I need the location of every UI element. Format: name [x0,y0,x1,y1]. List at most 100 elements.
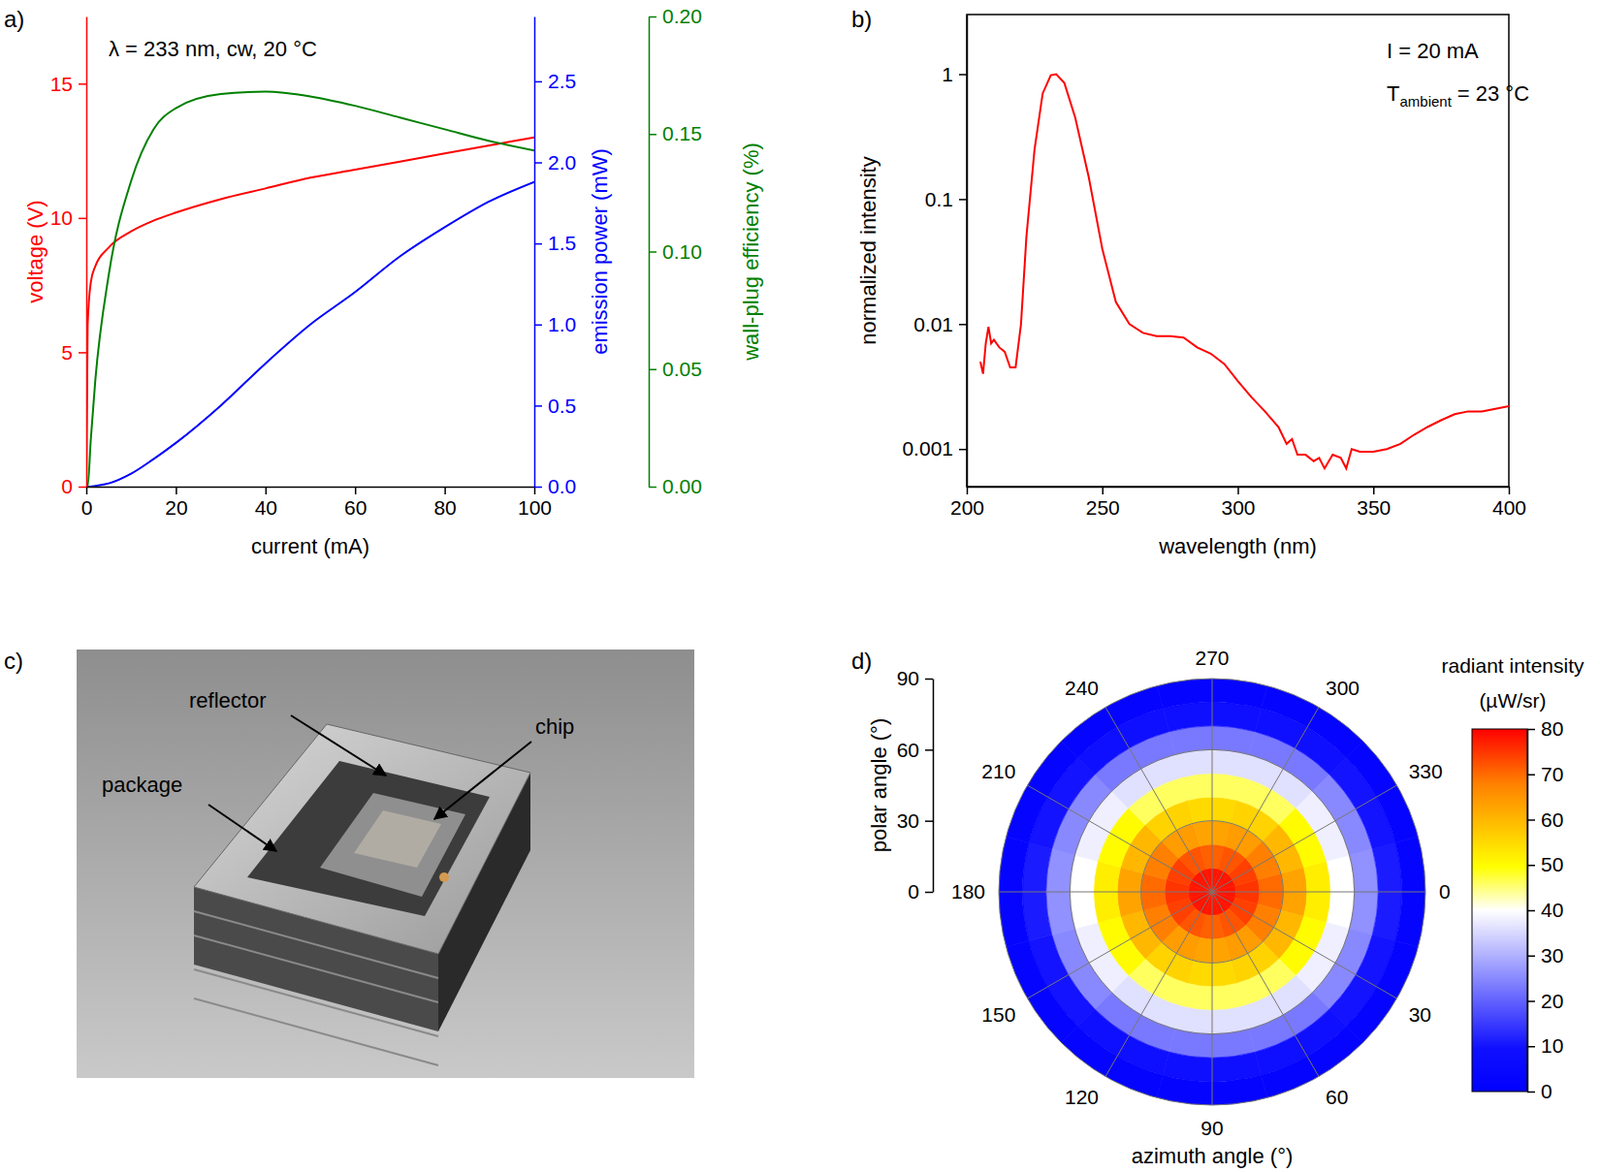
tick-mark [959,73,967,76]
tick-mark [1527,864,1536,867]
tick-mark [534,161,543,164]
tick-label: 0.05 [662,357,703,381]
tick-label: 60 [1325,1086,1348,1109]
tick-label: 0.00 [662,475,703,498]
tick: 350 [1356,486,1391,519]
x-axis-title: azimuth angle (°) [1131,1144,1294,1169]
tick: 20 [164,486,188,519]
tick: 50 [1527,853,1564,876]
tick-label: 300 [1325,676,1360,700]
package-layer [193,998,439,1066]
panel-c: c)reflectorchippackage [3,647,695,1079]
tick-label: 80 [433,496,456,519]
tick-label: 330 [1408,760,1443,783]
tick-label: 40 [1540,898,1564,922]
tick-mark [648,16,657,19]
tick: 60 [1527,808,1564,832]
tick-label: 90 [1200,1117,1223,1140]
package-top [193,724,531,955]
plot-area [980,74,1509,470]
figure: a)0204060801000510150.00.51.01.52.02.50.… [0,0,1600,1172]
tick: 1 [941,63,967,86]
tick-mark [648,133,657,136]
package-layer [193,935,439,1003]
tick: 40 [1527,898,1564,922]
tick-mark [1527,1046,1536,1049]
tick-label: 0 [1540,1080,1553,1103]
tick-label: 5 [61,341,73,364]
tick-mark [78,218,87,221]
tick-label: 30 [1540,944,1564,967]
axis-line [534,17,537,488]
grid-spoke [1212,892,1214,1106]
package-cavity [247,761,490,917]
grid-spoke [1212,892,1398,999]
tick-mark [78,486,87,489]
panel-label: a) [3,5,25,32]
tick-label: 0.01 [913,313,954,336]
axis: 051015 [50,17,88,499]
tick-label: 0.0 [547,475,576,498]
tick: 90 [896,667,933,690]
tick-label: 60 [344,496,367,519]
tick-label: 0.10 [662,240,703,263]
tick: 300 [1220,486,1255,519]
tick-label: 350 [1356,496,1391,519]
tick-mark [925,749,933,752]
tick: 250 [1086,486,1120,519]
annotation: λ = 233 nm, cw, 20 °C [108,36,318,62]
tick-label: 240 [1064,676,1099,700]
panel-d: d)03060901201501802102402703003300306090… [851,646,1585,1169]
annotation-text: = 23 °C [1457,81,1530,106]
photo-label: package [101,772,183,798]
x-axis-title: current (mA) [251,534,370,559]
tick-label: 0 [81,496,94,519]
tick: 200 [950,486,985,519]
colorbar-unit: (µW/sr) [1478,689,1546,712]
tick: 60 [344,486,367,519]
bond-pad [439,872,449,883]
tick-mark [444,486,447,495]
grid-circle [998,678,1426,1106]
reflector [320,793,466,897]
tick-label: 20 [1540,990,1564,1013]
tick-label: 270 [1194,646,1229,670]
annotation-text: T [1386,81,1400,106]
heatmap-cell [1005,740,1078,843]
tick: 0 [1527,1080,1553,1103]
tick: 20 [1527,990,1564,1013]
tick-mark [78,83,87,86]
tick-mark [959,323,967,326]
tick: 1.5 [534,231,576,255]
tick: 70 [1527,763,1564,786]
annotation-text: I = 20 mA [1386,38,1479,64]
grid-spoke [998,892,1213,894]
label-arrow [290,715,386,776]
tick: 2.0 [534,151,576,174]
tick-mark [966,486,969,495]
tick-label: 210 [981,760,1016,783]
panel-a: a)0204060801000510150.00.51.01.52.02.50.… [3,4,764,559]
panel-label: d) [851,647,872,674]
axis: 0.00.51.01.52.02.5 [534,17,576,499]
tick: 0.1 [925,188,967,211]
heatmap-cell [1345,740,1418,843]
tick: 10 [1527,1034,1564,1057]
y-axis-title: voltage (V) [23,199,48,303]
tick-label: 400 [1492,496,1527,519]
y-axis-title: polar angle (°) [866,718,892,853]
grid-spoke [1212,785,1398,893]
tick: 2.5 [534,69,576,93]
grid [998,678,1426,1106]
tick-mark [959,448,967,451]
axis: 0306090 [896,667,934,903]
tick: 0.20 [648,4,703,28]
axis-line [932,679,935,894]
panel-label: b) [851,5,872,32]
x-axis-title: wavelength (nm) [1157,534,1317,559]
axis: 0.000.050.100.150.20 [648,4,703,498]
tick-mark [534,486,543,489]
axis-line [966,15,969,488]
tick: 0.5 [534,394,576,417]
tick: 100 [517,486,552,519]
